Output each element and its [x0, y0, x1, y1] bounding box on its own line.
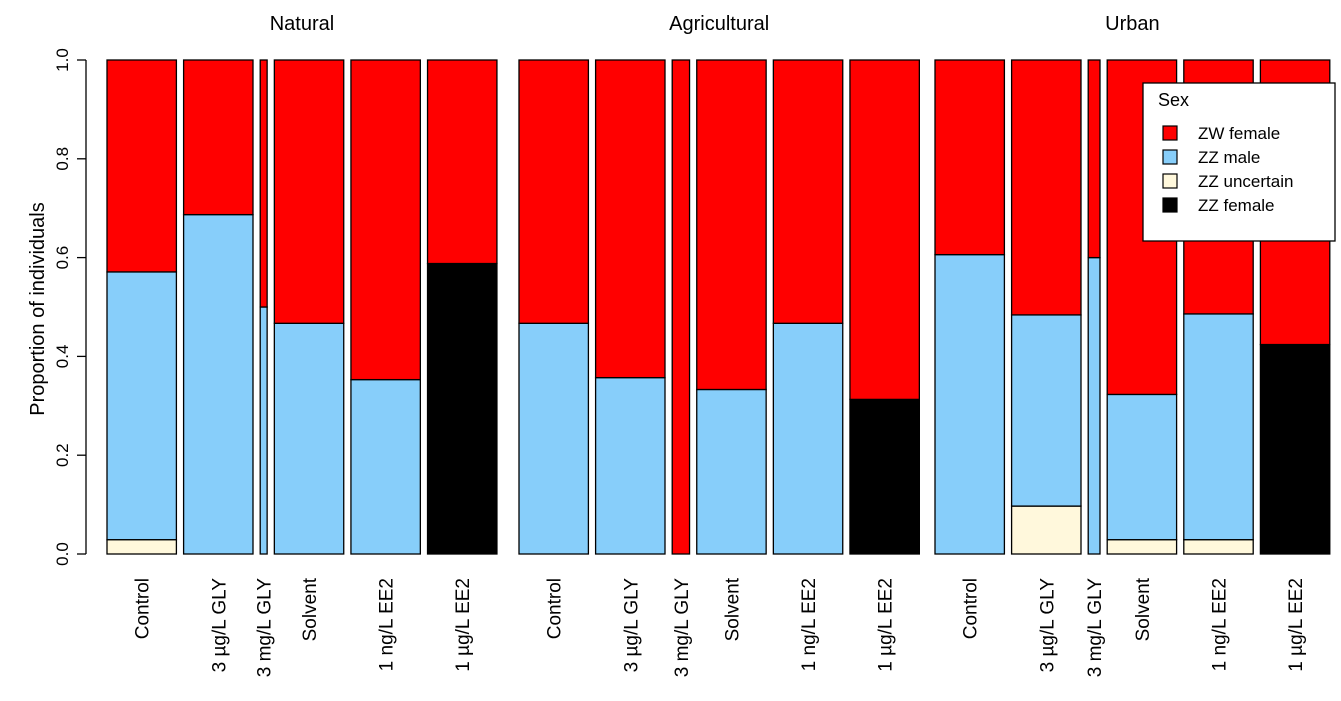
bar-agricultural-solvent-zw-female [696, 59, 767, 391]
panel-title: Urban [1105, 13, 1159, 35]
bar-urban-1-ng-l-ee2-zz-uncertain [1183, 539, 1254, 555]
x-tick-label: 1 µg/L EE2 [453, 578, 474, 672]
x-tick-label: 3 µg/L GLY [621, 578, 642, 673]
panel-title: Agricultural [669, 13, 769, 35]
bar-natural-3-mg-l-gly-zw-female [259, 59, 268, 308]
x-tick-label: Control [133, 578, 154, 639]
legend-title: Sex [1158, 90, 1189, 110]
bar-natural-3-mg-l-gly-zz-male [259, 306, 268, 555]
bar-urban-1-ug-l-ee2-zz-female [1259, 343, 1331, 555]
y-axis-label: Proportion of individuals [27, 202, 49, 415]
bar-natural-control-zw-female [106, 59, 178, 273]
bar-agricultural-3-mg-l-gly-zw-female [671, 59, 691, 555]
panel-natural: Control 3 µg/L GLY 3 mg/L GLY Solvent 1 ng/L… [106, 13, 498, 678]
bar-agricultural-control-zw-female [518, 59, 590, 324]
y-axis: 0.0 0.2 0.4 0.6 0.8 1.0 [53, 48, 87, 566]
legend-swatch-zz-male [1162, 149, 1178, 165]
x-tick-label: 3 mg/L GLY [255, 578, 276, 678]
bar-urban-3-mg-l-gly-zw-female [1087, 59, 1101, 259]
bar-urban-3-ug-l-gly-zw-female [1010, 59, 1082, 316]
bar-natural-1-ug-l-ee2-zz-female [426, 262, 498, 555]
bar-natural-3-ug-l-gly-zz-male [182, 213, 254, 555]
x-tick-label: 3 mg/L GLY [1085, 578, 1106, 678]
bar-agricultural-1-ug-l-ee2-zw-female [849, 59, 921, 401]
x-tick-label: 3 µg/L GLY [1037, 578, 1058, 673]
bar-agricultural-control-zz-male [518, 322, 590, 555]
bar-urban-solvent-zz-uncertain [1106, 539, 1178, 555]
x-tick-label: 1 µg/L EE2 [876, 578, 897, 672]
x-tick-label: Solvent [300, 577, 321, 641]
bar-natural-1-ng-l-ee2-zw-female [350, 59, 421, 381]
bar-natural-control-zz-uncertain [106, 539, 178, 555]
bar-agricultural-3-ug-l-gly-zw-female [594, 59, 666, 379]
bar-agricultural-3-ug-l-gly-zz-male [594, 376, 666, 555]
panel-agricultural: Control 3 µg/L GLY 3 mg/L GLY Solvent 1 ng/L… [518, 13, 921, 678]
legend-label-zz-male: ZZ male [1198, 148, 1260, 167]
bar-urban-solvent-zz-male [1106, 393, 1178, 541]
legend-swatch-zz-uncertain [1162, 173, 1178, 189]
x-tick-label: 1 µg/L EE2 [1286, 578, 1307, 672]
x-tick-label: Solvent [1133, 577, 1154, 641]
panel-title: Natural [270, 13, 334, 35]
bar-urban-control-zw-female [934, 59, 1006, 256]
bar-urban-control-zz-male [934, 253, 1006, 555]
bar-agricultural-1-ng-l-ee2-zw-female [772, 59, 844, 324]
bar-urban-3-ug-l-gly-zz-uncertain [1010, 505, 1082, 555]
bar-natural-1-ng-l-ee2-zz-male [350, 378, 421, 555]
bar-natural-control-zz-male [106, 271, 178, 541]
legend-label-zz-female: ZZ female [1198, 196, 1275, 215]
legend-swatch-zw-female [1162, 125, 1178, 141]
bar-agricultural-1-ng-l-ee2-zz-male [772, 322, 844, 555]
x-tick-label: 3 mg/L GLY [672, 578, 693, 678]
y-tick-label: 0.8 [53, 147, 72, 171]
bar-natural-1-ug-l-ee2-zw-female [426, 59, 498, 265]
y-tick-label: 0.4 [53, 345, 72, 369]
legend: Sex ZW female ZZ male ZZ uncertain ZZ female [1142, 82, 1336, 242]
x-tick-label: Control [545, 578, 566, 639]
bar-urban-3-ug-l-gly-zz-male [1010, 314, 1082, 507]
bar-urban-1-ng-l-ee2-zz-male [1183, 313, 1254, 541]
x-tick-label: 1 ng/L EE2 [377, 578, 398, 671]
bar-urban-3-mg-l-gly-zz-male [1087, 256, 1101, 555]
x-tick-label: 1 ng/L EE2 [799, 578, 820, 671]
bar-agricultural-1-ug-l-ee2-zz-female [849, 398, 921, 555]
y-tick-label: 0.2 [53, 443, 72, 467]
legend-label-zw-female: ZW female [1198, 124, 1280, 143]
y-tick-label: 1.0 [53, 48, 72, 72]
bar-agricultural-solvent-zz-male [696, 388, 767, 555]
bar-natural-solvent-zz-male [273, 322, 345, 555]
x-tick-label: Control [961, 578, 982, 639]
y-tick-label: 0.6 [53, 246, 72, 270]
x-tick-label: 1 ng/L EE2 [1209, 578, 1230, 671]
bar-natural-solvent-zw-female [273, 59, 345, 324]
x-tick-label: 3 µg/L GLY [209, 578, 230, 673]
legend-swatch-zz-female [1162, 197, 1178, 213]
bar-natural-3-ug-l-gly-zw-female [182, 59, 254, 216]
x-tick-label: Solvent [722, 577, 743, 641]
legend-label-zz-uncertain: ZZ uncertain [1198, 172, 1293, 191]
y-tick-label: 0.0 [53, 542, 72, 566]
